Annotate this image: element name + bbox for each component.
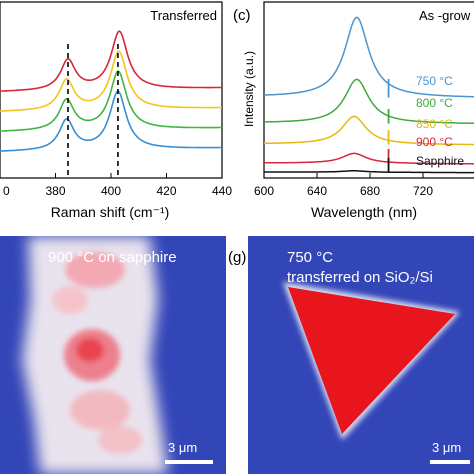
pl-legend-entry: 750 °C bbox=[416, 74, 453, 88]
raman-series-line bbox=[0, 70, 222, 132]
pl-x-axis-label: Wavelength (nm) bbox=[311, 204, 417, 220]
pl-x-ticks: 600 640 680 720 bbox=[254, 173, 433, 198]
map-left: 900 °C on sapphire 3 μm bbox=[0, 236, 226, 474]
pl-legend: 750 °C 800 °C 850 °C 900 °C Sapphire bbox=[416, 74, 464, 168]
raman-series-group bbox=[0, 30, 222, 152]
pl-legend-entry: 850 °C bbox=[416, 117, 453, 131]
pl-panel: (c) Intensity (a.u.) As -grow 750 °C 800 … bbox=[233, 1, 474, 220]
pl-legend-entry: Sapphire bbox=[416, 154, 464, 168]
raman-x-tick-label: 400 bbox=[101, 184, 121, 198]
map-left-hot-spots bbox=[52, 252, 142, 454]
pl-legend-entry: 800 °C bbox=[416, 96, 453, 110]
raman-x-tick-label: 420 bbox=[156, 184, 176, 198]
raman-x-tick-label: 440 bbox=[212, 184, 232, 198]
map-left-scale-label: 3 μm bbox=[168, 440, 197, 455]
pl-legend-entry: 900 °C bbox=[416, 135, 453, 149]
pl-y-axis-label: Intensity (a.u.) bbox=[242, 51, 256, 127]
map-right-label-temperature: 750 °C bbox=[287, 249, 333, 266]
pl-series-line bbox=[264, 170, 474, 174]
pl-series-group bbox=[263, 16, 474, 174]
raman-series-line bbox=[0, 30, 222, 92]
map-left-scale-bar bbox=[165, 460, 213, 464]
raman-peak-markers bbox=[67, 44, 119, 176]
raman-panel: Transferred 0 380 400 420 440 Raman shift (c… bbox=[0, 1, 232, 220]
map-right-label-substrate: transferred on SiO₂/Si bbox=[287, 269, 433, 286]
pl-panel-label: (c) bbox=[233, 7, 251, 24]
raman-title: Transferred bbox=[150, 8, 217, 23]
map-right-scale-bar bbox=[430, 460, 470, 464]
pl-series-line bbox=[264, 152, 474, 165]
map-right: 750 °C transferred on SiO₂/Si 3 μm bbox=[248, 236, 474, 474]
pl-series-line bbox=[264, 78, 474, 125]
pl-x-tick-label: 680 bbox=[360, 184, 380, 198]
pl-x-tick-label: 720 bbox=[413, 184, 433, 198]
map-right-panel-label: (g) bbox=[228, 249, 246, 266]
raman-x-tick-label: 0 bbox=[3, 184, 10, 198]
pl-x-tick-label: 640 bbox=[307, 184, 327, 198]
pl-series-line bbox=[264, 115, 474, 146]
map-left-label: 900 °C on sapphire bbox=[48, 249, 177, 266]
pl-axes-frame bbox=[263, 1, 474, 179]
raman-series-line bbox=[0, 90, 222, 152]
map-right-triangle bbox=[288, 287, 455, 434]
map-right-scale-label: 3 μm bbox=[432, 440, 461, 455]
raman-x-axis-label: Raman shift (cm⁻¹) bbox=[51, 204, 170, 220]
raman-x-ticks: 0 380 400 420 440 bbox=[0, 173, 232, 198]
pl-title: As -grow bbox=[419, 8, 471, 23]
raman-x-tick-label: 380 bbox=[45, 184, 65, 198]
raman-series-line bbox=[0, 50, 222, 112]
pl-series-line bbox=[263, 16, 474, 98]
pl-x-tick-label: 600 bbox=[254, 184, 274, 198]
